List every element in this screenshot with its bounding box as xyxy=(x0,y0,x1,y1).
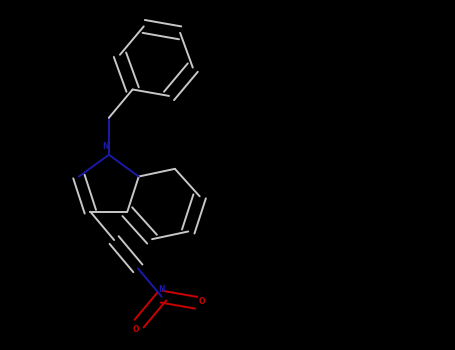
Text: O: O xyxy=(199,296,206,306)
Text: N: N xyxy=(158,285,165,294)
Text: N: N xyxy=(102,142,109,151)
Text: O: O xyxy=(132,325,139,334)
